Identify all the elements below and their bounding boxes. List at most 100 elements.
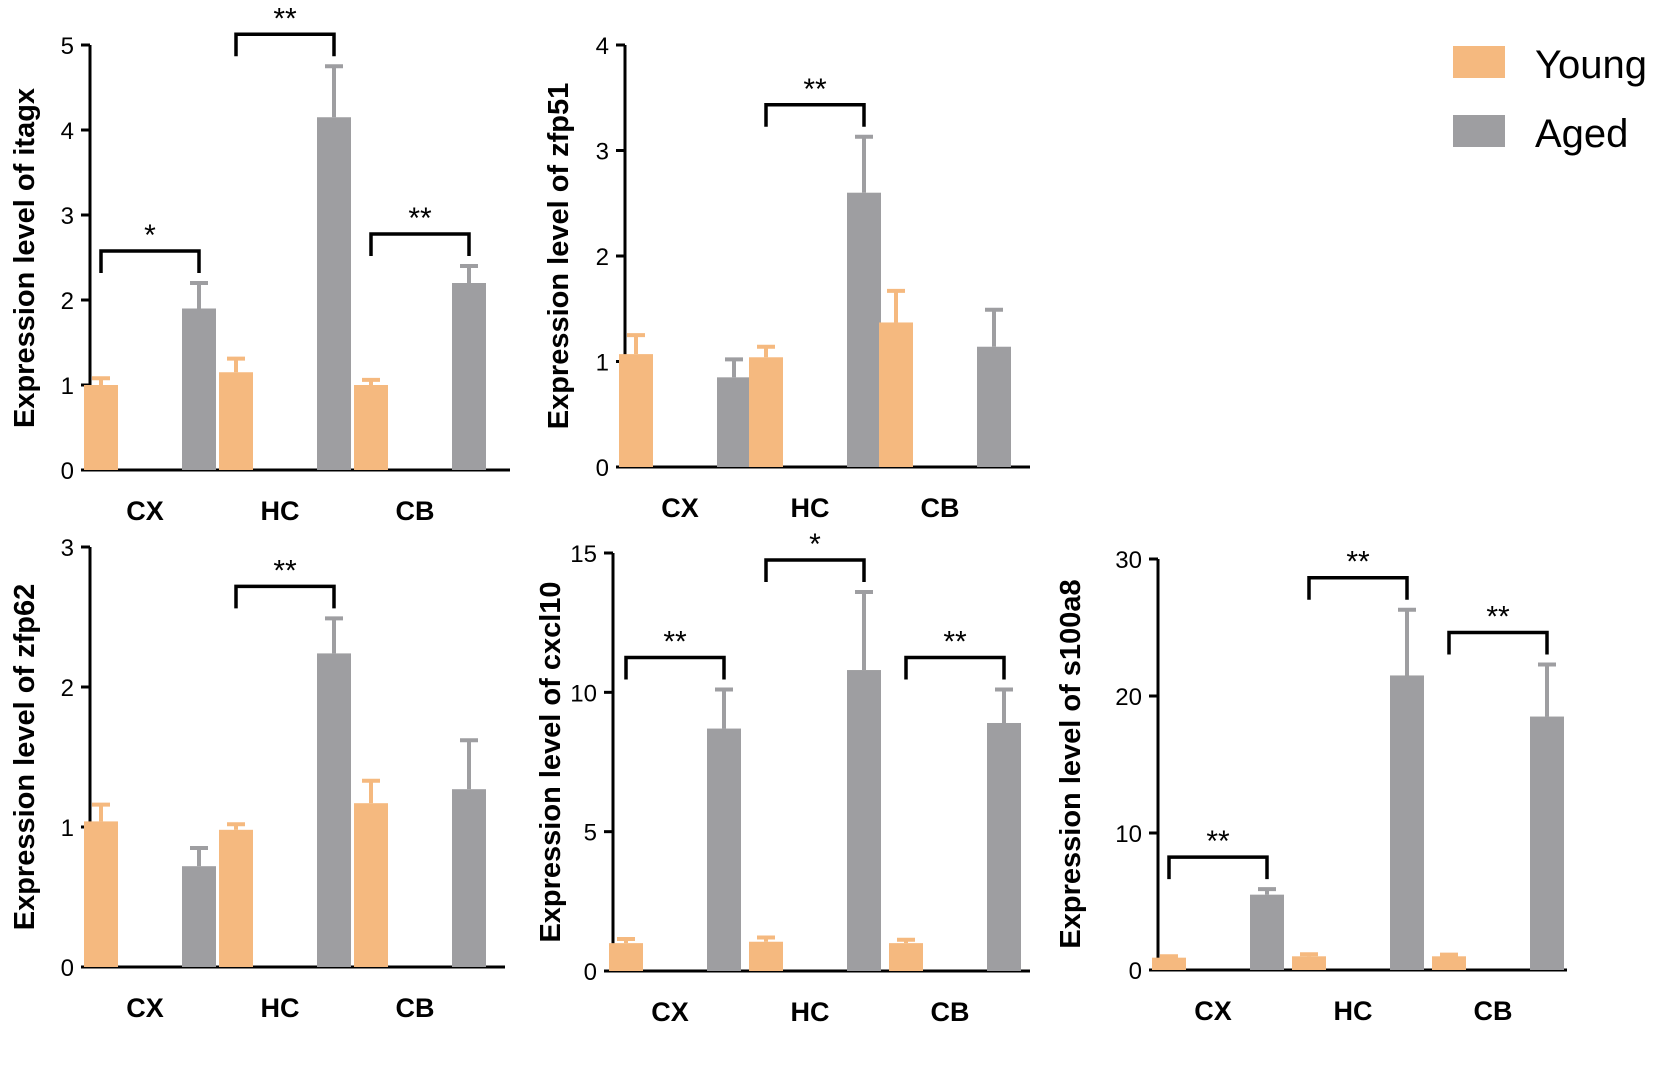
y-tick-label: 20 (1115, 684, 1142, 711)
y-tick-label: 1 (596, 350, 609, 377)
x-category-label: CB (396, 496, 435, 526)
bar-young-cb (879, 322, 913, 467)
legend-label-young: Young (1535, 43, 1647, 87)
y-tick-label: 0 (1129, 958, 1142, 985)
y-tick-label: 10 (1115, 821, 1142, 848)
bar-young-cx (609, 943, 643, 971)
legend-swatch-young (1453, 46, 1505, 78)
x-category-label: HC (261, 993, 300, 1023)
y-axis-title: Expression level of itagx (9, 88, 41, 428)
significance-label: ** (803, 73, 827, 106)
y-tick-label: 0 (596, 455, 609, 482)
x-category-label: CX (661, 493, 699, 523)
bar-aged-cx (717, 377, 751, 467)
significance-label: * (144, 219, 156, 252)
y-tick-label: 1 (61, 815, 74, 842)
y-tick-label: 0 (61, 955, 74, 982)
bar-aged-cx (182, 866, 216, 967)
x-category-label: CB (931, 997, 970, 1027)
x-category-label: CX (126, 993, 164, 1023)
bar-young-hc (219, 829, 253, 967)
x-category-label: CX (1194, 996, 1232, 1026)
significance-bracket (1307, 575, 1409, 600)
y-tick-label: 2 (61, 288, 74, 315)
legend: Young Aged (1453, 43, 1647, 156)
significance-bracket (234, 32, 336, 57)
bar-young-cb (1432, 956, 1466, 970)
x-category-label: HC (1334, 996, 1373, 1026)
y-tick-label: 3 (61, 203, 74, 230)
bar-aged-cx (1250, 894, 1284, 970)
bar-young-hc (749, 941, 783, 971)
significance-label: ** (1486, 600, 1510, 633)
x-category-label: CB (1474, 996, 1513, 1026)
significance-bracket (1167, 855, 1269, 880)
bar-young-cb (354, 385, 388, 470)
significance-bracket (234, 584, 336, 609)
chart-panel-zfp51: 0 1 2 3 4 Expression level of zfp51 CX HC ** CB (543, 33, 1030, 523)
x-category-label: CB (921, 493, 960, 523)
y-tick-label: 5 (61, 33, 74, 60)
y-axis-title: Expression level of cxcl10 (535, 581, 567, 942)
y-axis-title: Expression level of zfp62 (9, 584, 41, 931)
legend-swatch-aged (1453, 115, 1505, 147)
x-category-label: HC (261, 496, 300, 526)
significance-label: ** (1346, 546, 1370, 579)
significance-bracket (99, 249, 201, 273)
bar-young-cx (619, 354, 653, 467)
x-category-label: HC (791, 997, 830, 1027)
bar-young-cx (84, 385, 118, 470)
y-tick-label: 15 (570, 541, 597, 568)
x-category-label: CB (396, 993, 435, 1023)
bar-aged-cb (452, 789, 486, 967)
y-tick-label: 5 (584, 820, 597, 847)
y-tick-label: 4 (61, 118, 74, 145)
significance-label: ** (1206, 825, 1230, 858)
y-tick-label: 3 (61, 535, 74, 562)
bar-young-hc (749, 357, 783, 467)
bar-aged-hc (847, 670, 881, 971)
significance-label: ** (273, 2, 297, 35)
significance-bracket (369, 232, 471, 256)
significance-bracket (624, 655, 726, 680)
y-tick-label: 0 (584, 959, 597, 986)
bar-aged-hc (317, 117, 351, 470)
bar-aged-cb (987, 722, 1021, 971)
bar-aged-hc (1390, 675, 1424, 970)
bar-young-cx (1152, 957, 1186, 970)
significance-bracket (764, 103, 866, 127)
y-tick-label: 10 (570, 680, 597, 707)
significance-label: ** (273, 554, 297, 587)
chart-panel-itagx: 0 1 2 3 4 5 Expression level of itagx CX * HC ** CB… (9, 2, 510, 526)
bar-young-cx (84, 821, 118, 967)
significance-bracket (1447, 630, 1549, 655)
chart-panel-s100a8: 0 10 20 30 Expression level of s100a8 CX ** HC *… (1055, 546, 1567, 1026)
bar-aged-cb (977, 346, 1011, 467)
y-tick-label: 0 (61, 458, 74, 485)
y-axis-title: Expression level of s100a8 (1055, 579, 1087, 948)
x-category-label: HC (791, 493, 830, 523)
bar-aged-cx (707, 728, 741, 971)
chart-panel-zfp62: 0 1 2 3 Expression level of zfp62 CX HC ** CB (9, 535, 505, 1023)
y-axis-title: Expression level of zfp51 (543, 83, 575, 430)
significance-label: ** (408, 202, 432, 235)
bar-young-hc (219, 372, 253, 470)
significance-bracket (764, 558, 866, 583)
x-category-label: CX (126, 496, 164, 526)
bar-aged-cb (452, 283, 486, 470)
bar-young-cb (354, 803, 388, 967)
significance-label: * (809, 528, 821, 561)
bar-aged-hc (847, 192, 881, 467)
bar-aged-cb (1530, 716, 1564, 970)
y-tick-label: 2 (61, 675, 74, 702)
bar-young-cb (889, 943, 923, 971)
significance-bracket (904, 655, 1006, 680)
significance-label: ** (663, 626, 687, 659)
y-tick-label: 1 (61, 373, 74, 400)
legend-label-aged: Aged (1535, 112, 1628, 156)
y-tick-label: 30 (1115, 547, 1142, 574)
bar-young-hc (1292, 956, 1326, 970)
y-tick-label: 2 (596, 244, 609, 271)
significance-label: ** (943, 626, 967, 659)
